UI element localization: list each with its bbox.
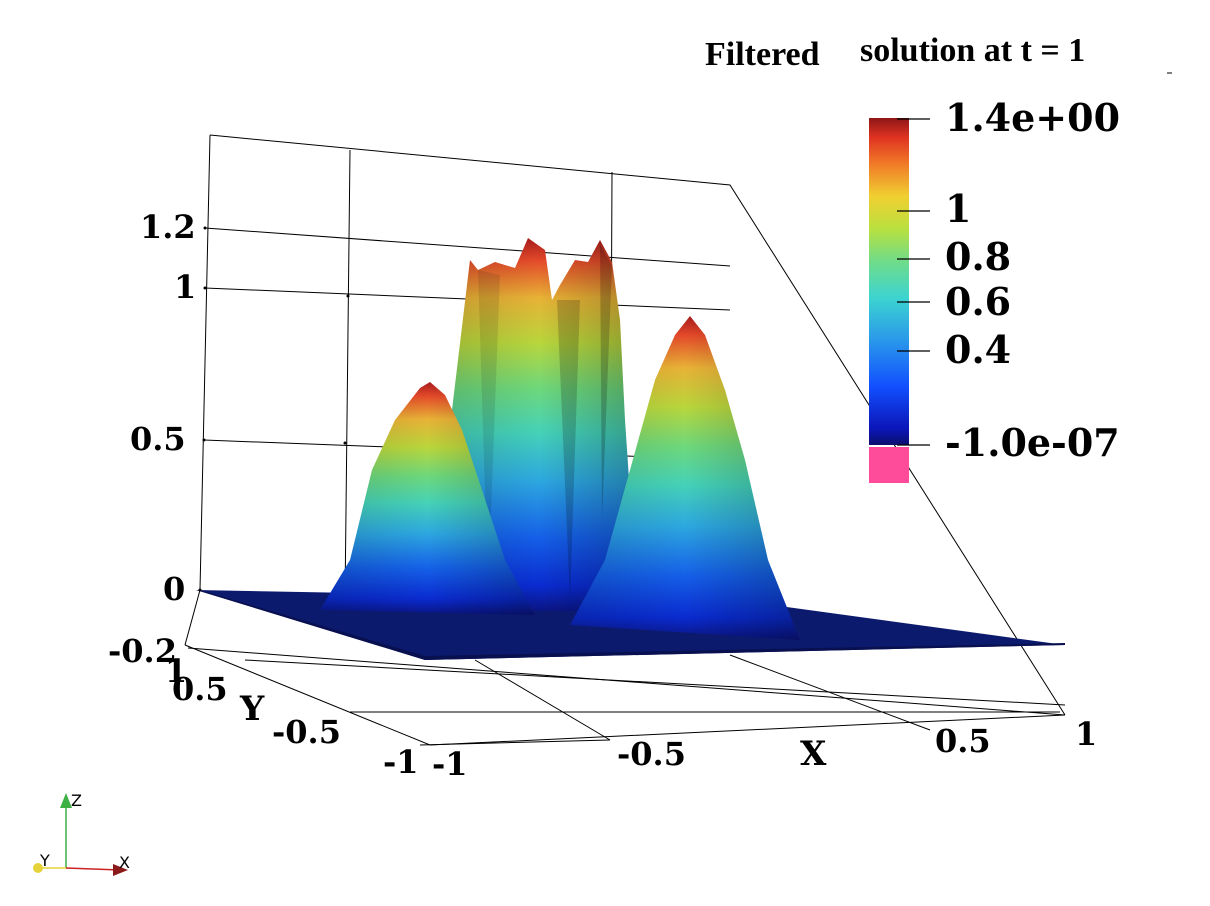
x-arrow-icon <box>113 864 128 876</box>
surface-mesh <box>320 238 800 640</box>
x-tick-label: -1 <box>432 745 468 783</box>
colorbar <box>869 118 930 483</box>
colorbar-tick-label: 0.8 <box>945 234 1012 279</box>
colorbar-below-range <box>869 447 909 483</box>
colorbar-tick-label: 1 <box>945 186 972 231</box>
z-arrow-icon <box>60 793 72 808</box>
y-axis-label: Y <box>239 689 265 729</box>
x-tick-label: 0.5 <box>935 722 991 760</box>
z-tick-label: 1.2 <box>140 208 196 246</box>
colorbar-min-label: -1.0e-07 <box>945 420 1120 465</box>
grid-tick-marks <box>198 226 350 592</box>
y-tick-label: -0.5 <box>272 713 341 751</box>
orientation-z-label: Z <box>71 791 82 810</box>
colorbar-tick-label: 0.6 <box>945 279 1012 324</box>
x-tick-label: -0.5 <box>617 735 686 773</box>
plot-title-part1: Filtered <box>705 36 820 73</box>
y-tick-label: -1 <box>383 743 419 781</box>
plot-title-part2: solution at t = 1 <box>860 32 1086 69</box>
x-axis-label: X <box>800 734 827 774</box>
y-tick-label: 1 <box>165 652 187 690</box>
orientation-y-label: Y <box>39 851 50 870</box>
orientation-x-label: X <box>119 853 130 872</box>
z-tick-label: -0.2 <box>108 632 177 670</box>
x-tick-label: 1 <box>1075 715 1097 753</box>
colorbar-gradient <box>869 118 909 445</box>
y-tick-label: 0.5 <box>172 670 228 708</box>
y-arrow-icon <box>33 863 43 873</box>
colorbar-max-label: 1.4e+00 <box>945 95 1121 140</box>
colorbar-tick-label: 0.4 <box>945 327 1012 372</box>
z-tick-label: 0 <box>163 570 185 608</box>
z-tick-label: 1 <box>174 268 196 306</box>
z-tick-label: 0.5 <box>130 420 186 458</box>
orientation-axes: Z X Y <box>33 791 130 876</box>
